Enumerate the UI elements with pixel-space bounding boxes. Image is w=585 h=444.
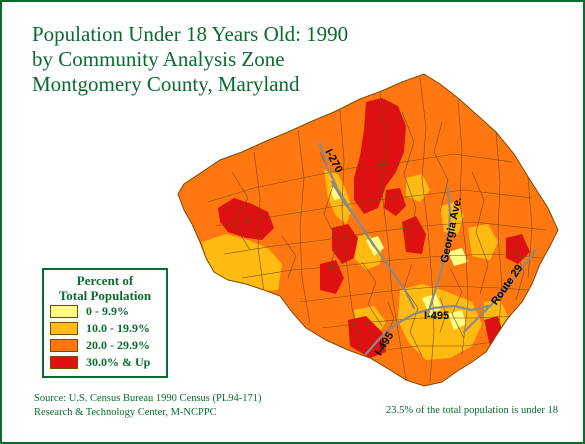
legend-label: 0 - 9.9% <box>86 304 129 318</box>
source-line-1: Source: U.S. Census Bureau 1990 Census (… <box>34 393 262 404</box>
zone-west-red <box>218 198 274 240</box>
title-line-2: by Community Analysis Zone <box>32 47 285 71</box>
legend-item: 0 - 9.9% <box>50 303 166 320</box>
highways <box>318 142 538 356</box>
legend-item: 10.0 - 19.9% <box>50 320 166 337</box>
zone-boundaries <box>207 77 547 383</box>
legend-title: Percent of Total Population <box>44 273 166 303</box>
zone-yellow-2 <box>422 294 442 316</box>
zone-north-red <box>354 98 406 214</box>
footnote: 23.5% of the total population is under 1… <box>386 405 559 416</box>
zone-georgia-light <box>440 202 464 234</box>
source-line-2: Research & Technology Center, M-NCPPC <box>34 407 217 418</box>
i270-spur-line <box>330 180 376 248</box>
legend-swatch <box>50 322 78 335</box>
zone-southwest-red <box>348 316 386 358</box>
zone-south-light <box>398 284 482 360</box>
title-line-1: Population Under 18 Years Old: 1990 <box>32 22 349 46</box>
georgia-ave-line <box>426 186 452 316</box>
route29-line <box>462 248 538 334</box>
legend-label: 20.0 - 29.9% <box>86 338 150 352</box>
legend-title-line-2: Total Population <box>58 288 152 303</box>
zone-patches <box>202 77 547 383</box>
legend-item: 30.0% & Up <box>50 354 166 371</box>
legend-swatch <box>50 339 78 352</box>
zone-east-light <box>468 224 498 260</box>
source-note: Source: U.S. Census Bureau 1990 Census (… <box>34 392 261 420</box>
legend-label: 30.0% & Up <box>86 355 151 369</box>
zone-georgia-red <box>402 216 426 254</box>
legend-swatch <box>50 305 78 318</box>
legend: Percent of Total Population 0 - 9.9% 10.… <box>42 268 168 378</box>
zone-central-south-red <box>320 260 344 294</box>
zone-yellow-4 <box>448 248 468 266</box>
legend-title-line-1: Percent of <box>76 273 134 288</box>
i495-line <box>364 304 490 356</box>
legend-swatch <box>50 356 78 369</box>
title-line-3: Montgomery County, Maryland <box>32 72 300 96</box>
map-title: Population Under 18 Years Old: 1990 by C… <box>32 22 348 97</box>
zone-mid-red <box>384 188 406 216</box>
legend-label: 10.0 - 19.9% <box>86 321 150 335</box>
county-outline <box>177 73 559 387</box>
zone-yellow-5 <box>330 186 342 200</box>
legend-item: 20.0 - 29.9% <box>50 337 166 354</box>
i495-east-label: I-495 <box>424 310 450 322</box>
